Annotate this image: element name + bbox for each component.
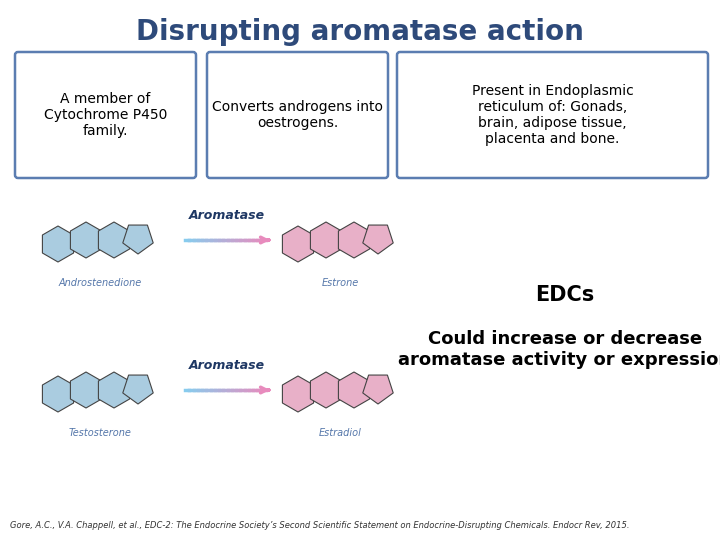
Text: Testosterone: Testosterone [68, 428, 132, 438]
Text: A member of
Cytochrome P450
family.: A member of Cytochrome P450 family. [44, 92, 167, 138]
Text: Estradiol: Estradiol [318, 428, 361, 438]
Polygon shape [42, 226, 73, 262]
Polygon shape [363, 375, 393, 404]
Polygon shape [99, 372, 130, 408]
Polygon shape [363, 225, 393, 254]
Polygon shape [71, 372, 102, 408]
Polygon shape [310, 222, 341, 258]
FancyBboxPatch shape [397, 52, 708, 178]
Text: Estrone: Estrone [321, 278, 359, 288]
Text: Could increase or decrease
aromatase activity or expression: Could increase or decrease aromatase act… [398, 330, 720, 369]
Polygon shape [282, 226, 314, 262]
Polygon shape [338, 222, 369, 258]
Text: Gore, A.C., V.A. Chappell, et al., EDC-2: The Endocrine Society’s Second Scienti: Gore, A.C., V.A. Chappell, et al., EDC-2… [10, 521, 629, 530]
Text: Present in Endoplasmic
reticulum of: Gonads,
brain, adipose tissue,
placenta and: Present in Endoplasmic reticulum of: Gon… [472, 84, 634, 146]
Polygon shape [42, 376, 73, 412]
Text: EDCs: EDCs [536, 285, 595, 305]
Polygon shape [99, 222, 130, 258]
Text: Aromatase: Aromatase [189, 209, 265, 222]
Polygon shape [123, 225, 153, 254]
Polygon shape [282, 376, 314, 412]
FancyBboxPatch shape [15, 52, 196, 178]
Text: Androstenedione: Androstenedione [58, 278, 142, 288]
FancyBboxPatch shape [207, 52, 388, 178]
Polygon shape [71, 222, 102, 258]
Text: Aromatase: Aromatase [189, 359, 265, 372]
Text: Converts androgens into
oestrogens.: Converts androgens into oestrogens. [212, 100, 383, 130]
Text: Disrupting aromatase action: Disrupting aromatase action [136, 18, 584, 46]
Polygon shape [338, 372, 369, 408]
Polygon shape [123, 375, 153, 404]
Polygon shape [310, 372, 341, 408]
